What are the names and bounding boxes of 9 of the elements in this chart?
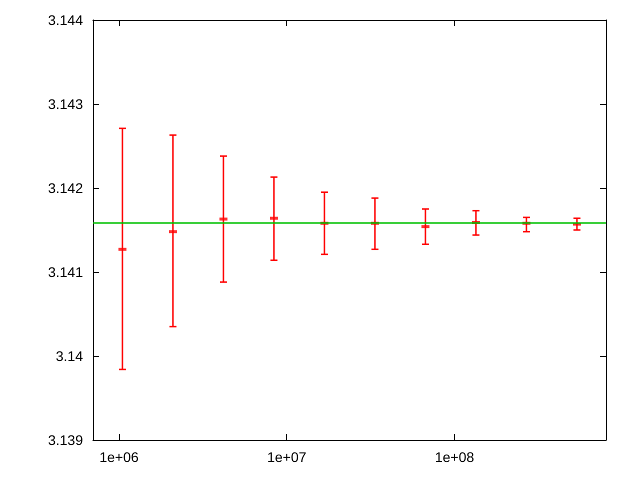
- y-tick-label: 3.139: [48, 432, 84, 448]
- x-tick-label: 1e+07: [267, 449, 307, 465]
- y-tick-label: 3.141: [48, 264, 84, 280]
- y-tick-label: 3.144: [48, 12, 84, 28]
- y-tick-label: 3.14: [56, 348, 84, 364]
- x-tick-label: 1e+08: [434, 449, 474, 465]
- y-tick-label: 3.142: [48, 180, 84, 196]
- y-tick-label: 3.143: [48, 96, 84, 112]
- x-tick-label: 1e+06: [99, 449, 139, 465]
